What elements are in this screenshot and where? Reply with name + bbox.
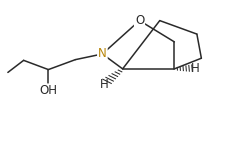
Text: N: N bbox=[98, 47, 107, 60]
Text: H: H bbox=[100, 78, 108, 91]
Text: O: O bbox=[135, 14, 144, 27]
Text: H: H bbox=[191, 62, 199, 75]
Text: OH: OH bbox=[39, 84, 57, 97]
